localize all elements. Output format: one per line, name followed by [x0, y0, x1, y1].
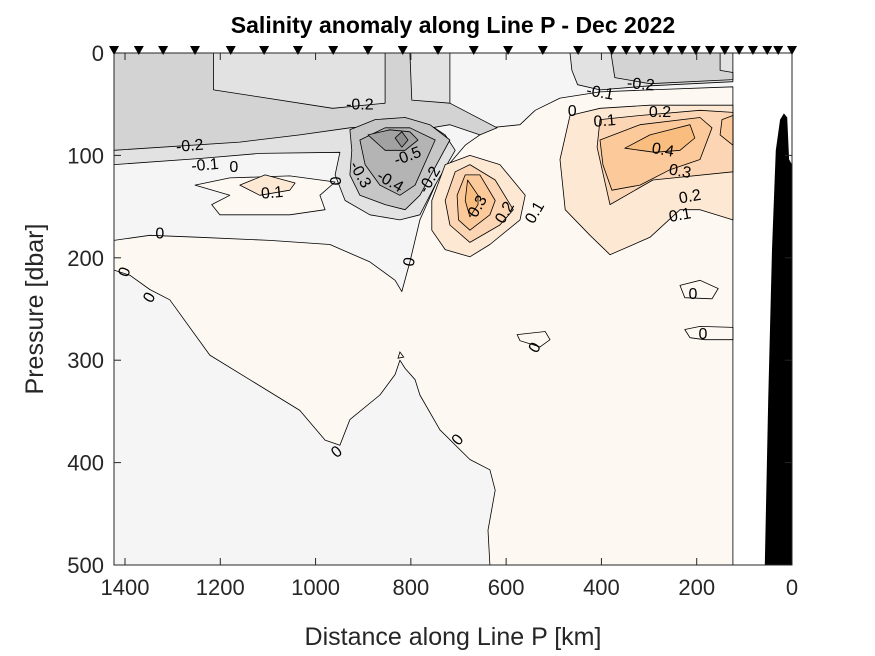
contour-label: 0 — [688, 286, 697, 303]
y-tick-label: 500 — [67, 553, 104, 578]
chart-title: Salinity anomaly along Line P - Dec 2022 — [231, 12, 675, 38]
contour-label: 0.3 — [668, 161, 693, 182]
station-marker-icon — [292, 46, 303, 55]
station-marker-icon — [606, 46, 617, 55]
station-marker-icon — [787, 46, 797, 55]
contour-label: 0.1 — [260, 184, 284, 203]
contour-label: 0.2 — [649, 104, 671, 121]
station-marker-icon — [676, 46, 687, 55]
contour-fill--0.5-to--0.4 — [367, 129, 419, 151]
contour-label: 0 — [326, 177, 343, 186]
x-tick-label: 200 — [678, 575, 715, 600]
axes-box — [113, 52, 793, 566]
contour-fill-0.1-to-0.2 — [239, 174, 296, 196]
contour-label: 0.1 — [668, 205, 693, 226]
y-tick-label: 400 — [67, 451, 104, 476]
x-tick-label: 0 — [786, 575, 798, 600]
station-marker-icon — [328, 46, 339, 55]
station-marker-icon — [690, 46, 701, 55]
station-marker-icon — [762, 46, 773, 55]
station-marker-icon — [433, 46, 444, 55]
contour-label: 0 — [229, 159, 238, 176]
station-marker-icon — [663, 46, 674, 55]
contour-label: 0 — [155, 226, 164, 243]
station-marker-icon — [537, 46, 548, 55]
station-marker-icon — [705, 46, 716, 55]
x-tick-label: 1400 — [101, 575, 150, 600]
x-axis-label: Distance along Line P [km] — [305, 623, 602, 651]
y-tick-label: 0 — [92, 41, 104, 66]
contour-label: -0.2 — [346, 97, 374, 114]
station-marker-icon — [190, 46, 201, 55]
contour-line-0 — [516, 331, 551, 348]
contour-line-0 — [679, 279, 719, 300]
contour-line-0 — [397, 351, 405, 359]
contour-fill--0.6-to--0.5 — [394, 131, 409, 148]
station-marker-icon — [259, 46, 270, 55]
contour-fill-0.4-to-0.5 — [464, 179, 479, 218]
contour-fill--0.3-to--0.2 — [610, 53, 734, 85]
station-marker-icon — [158, 46, 169, 55]
plot-area — [114, 53, 792, 565]
contour-label: 0 — [698, 326, 707, 343]
x-tick-label: 400 — [583, 575, 620, 600]
station-marker-icon — [573, 46, 584, 55]
contour-fill-0.3-to-0.4 — [719, 115, 734, 146]
station-marker-icon — [362, 46, 373, 55]
y-tick-label: 200 — [67, 246, 104, 271]
station-marker-icon — [468, 46, 479, 55]
contour-label: 0.4 — [650, 140, 675, 161]
x-tick-label: 600 — [488, 575, 525, 600]
contour-label: 0.2 — [678, 187, 703, 208]
station-marker-icon — [648, 46, 659, 55]
contour-label: -0.1 — [191, 156, 220, 175]
station-marker-icon — [109, 46, 120, 55]
station-marker-icon — [621, 46, 632, 55]
contour-fill-0.4-to-0.5 — [624, 124, 696, 153]
contour-label: 0 — [401, 256, 419, 268]
contour-line-0 — [684, 325, 734, 341]
y-tick-label: 100 — [67, 143, 104, 168]
station-marker-icon — [773, 46, 784, 55]
x-tick-label: 1200 — [196, 575, 245, 600]
station-marker-icon — [734, 46, 745, 55]
contour-label: -0.2 — [626, 75, 655, 94]
bathymetry — [764, 113, 792, 565]
station-marker-icon — [397, 46, 408, 55]
y-tick-label: 300 — [67, 348, 104, 373]
station-marker-icon — [747, 46, 758, 55]
axes: 1400 1200 1000 800 600 400 200 0 0 100 200 300 400 50… — [67, 41, 798, 600]
station-marker-icon — [503, 46, 514, 55]
station-marker-icon — [635, 46, 646, 55]
station-marker-icon — [225, 46, 236, 55]
station-marker-icon — [133, 46, 144, 55]
x-tick-label: 800 — [392, 575, 429, 600]
contour-label: -0.2 — [175, 137, 204, 156]
contour-label: -0.1 — [585, 82, 615, 104]
x-tick-label: 1000 — [291, 575, 340, 600]
station-marker-icon — [719, 46, 730, 55]
y-axis-label: Pressure [dbar] — [21, 224, 49, 395]
contour-label: 0 — [568, 103, 577, 120]
contour-label: 0.1 — [593, 112, 617, 131]
